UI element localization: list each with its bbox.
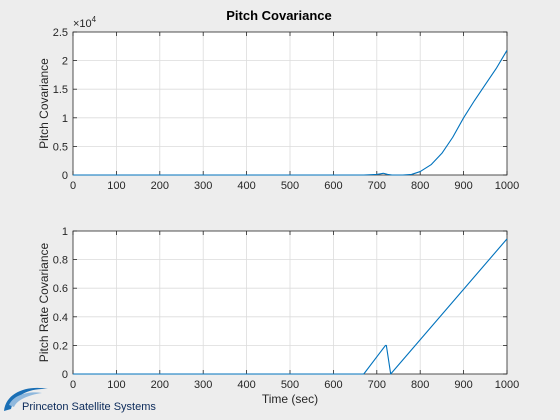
x-tick-label: 400 (237, 180, 255, 192)
y-tick-label: 0.5 (53, 141, 68, 153)
chart-title: Pitch Covariance (226, 8, 332, 23)
series-line-1 (73, 50, 508, 176)
subplot-1: 0 100 200 300 400 500 600 700 800 900 1000 0 0.5 1 1.5… (37, 15, 519, 192)
y-tick-label: 1 (62, 113, 68, 125)
series-line-1 (73, 238, 508, 375)
y-tick-label: 2 (62, 56, 68, 68)
x-tick-label: 500 (281, 180, 299, 192)
x-tick-label: 1000 (495, 180, 519, 192)
x-tick-label: 700 (368, 180, 386, 192)
logo-text: Princeton Satellite Systems (22, 401, 156, 413)
x-tick-label: 1000 (495, 379, 519, 391)
y-tick-label: 2.5 (53, 27, 68, 39)
company-logo: Princeton Satellite Systems (4, 387, 156, 413)
y-tick-label: 0.4 (53, 312, 68, 324)
x-tick-label: 900 (454, 180, 472, 192)
x-tick-label: 100 (107, 180, 125, 192)
x-tick-label: 0 (70, 379, 76, 391)
subplot-2: 0 100 200 300 400 500 600 700 800 900 1000 0 0.2 0.4 0… (37, 226, 519, 406)
x-tick-label: 600 (324, 180, 342, 192)
x-tick-label: 200 (151, 379, 169, 391)
logo-swoosh-accent-icon (9, 392, 42, 407)
y-exponent-label: ×104 (73, 15, 97, 30)
plots: 0 100 200 300 400 500 600 700 800 900 100000.511.5… (37, 15, 519, 406)
logo-swoosh-icon (4, 387, 48, 411)
y-axis-label: Pitch Rate Covariance (37, 242, 51, 362)
x-tick-label: 600 (324, 379, 342, 391)
x-tick-label: 500 (281, 379, 299, 391)
x-tick-label: 0 (70, 180, 76, 192)
x-tick-label: 800 (411, 180, 429, 192)
y-tick-label: 0 (62, 170, 68, 182)
x-tick-label: 200 (151, 180, 169, 192)
y-tick-label: 0.6 (53, 283, 68, 295)
x-tick-label: 100 (107, 379, 125, 391)
y-tick-label: 1 (62, 226, 68, 238)
x-tick-label: 300 (194, 180, 212, 192)
y-exponent-power: 4 (92, 15, 97, 24)
x-tick-label: 700 (368, 379, 386, 391)
y-tick-label: 0 (62, 369, 68, 381)
x-tick-label: 300 (194, 379, 212, 391)
y-tick-label: 0.8 (53, 255, 68, 267)
x-tick-label: 400 (237, 379, 255, 391)
x-tick-label: 900 (454, 379, 472, 391)
y-tick-label: 1.5 (53, 84, 68, 96)
x-axis-label: Time (sec) (262, 392, 318, 406)
x-tick-label: 800 (411, 379, 429, 391)
y-axis-label: Pitch Covariance (37, 58, 51, 149)
y-tick-label: 0.2 (53, 340, 68, 352)
